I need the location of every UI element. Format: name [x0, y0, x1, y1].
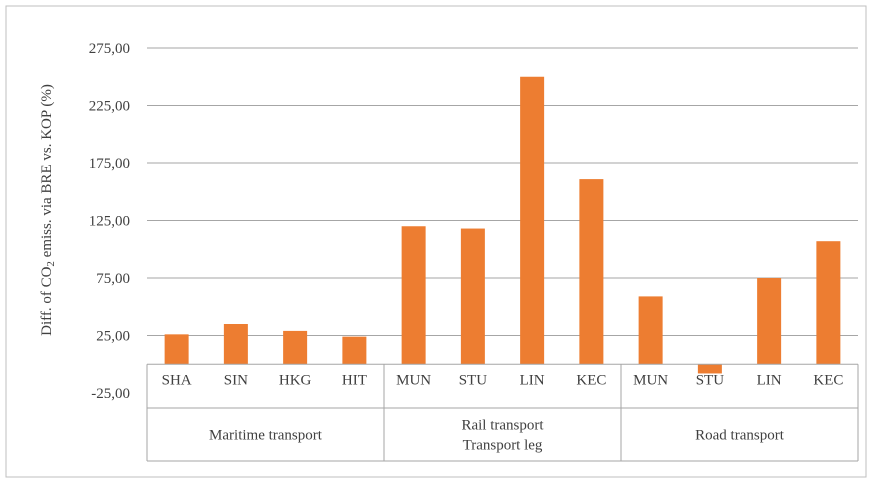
group-label: Road transport: [695, 428, 785, 444]
y-tick-label: -25,00: [91, 386, 130, 402]
x-category-label: HKG: [279, 372, 312, 388]
y-axis-title: Diff. of CO2 emiss. via BRE vs. KOP (%): [39, 84, 57, 336]
gridlines: [147, 47, 858, 336]
bar-hkg-2: [283, 330, 308, 365]
y-tick-label: 275,00: [89, 41, 130, 57]
bar-mun-8: [638, 296, 663, 365]
bar-mun-4: [401, 226, 426, 365]
x-category-label: KEC: [813, 372, 843, 388]
y-tick-label: 175,00: [89, 156, 130, 172]
bar-stu-9: [697, 364, 722, 374]
group-label: Maritime transport: [209, 428, 323, 444]
bar-lin-10: [757, 278, 782, 365]
y-tick-label: 25,00: [96, 329, 130, 345]
bar-kec-11: [816, 241, 841, 365]
bar-sin-1: [223, 324, 248, 365]
bar-stu-5: [460, 228, 485, 365]
group-label: Transport leg: [463, 438, 543, 454]
bar-lin-6: [520, 76, 545, 365]
x-category-label: STU: [459, 372, 488, 388]
y-tick-label: 225,00: [89, 99, 130, 115]
bar-hit-3: [342, 336, 367, 365]
x-category-label: SIN: [224, 372, 248, 388]
bar-kec-7: [579, 179, 604, 365]
x-category-label: KEC: [576, 372, 606, 388]
x-category-label: LIN: [757, 372, 782, 388]
x-category-label: LIN: [520, 372, 545, 388]
category-table: SHA SIN HKG HIT MUN STU LIN KEC MUN STU LIN KEC Mari…: [146, 363, 859, 462]
x-category-label: HIT: [342, 372, 367, 388]
y-tick-label: 75,00: [96, 271, 130, 287]
group-label: Rail transport: [461, 418, 544, 434]
x-category-label: MUN: [633, 372, 668, 388]
bar-sha-0: [164, 334, 189, 365]
x-category-label: SHA: [162, 372, 192, 388]
x-category-label: STU: [696, 372, 725, 388]
y-axis-ticks: 275,00 225,00 175,00 125,00 75,00 25,00 -25,00: [89, 41, 130, 402]
x-category-label: MUN: [396, 372, 431, 388]
bars: [164, 76, 841, 374]
y-tick-label: 125,00: [89, 214, 130, 230]
chart-border: [5, 5, 867, 478]
